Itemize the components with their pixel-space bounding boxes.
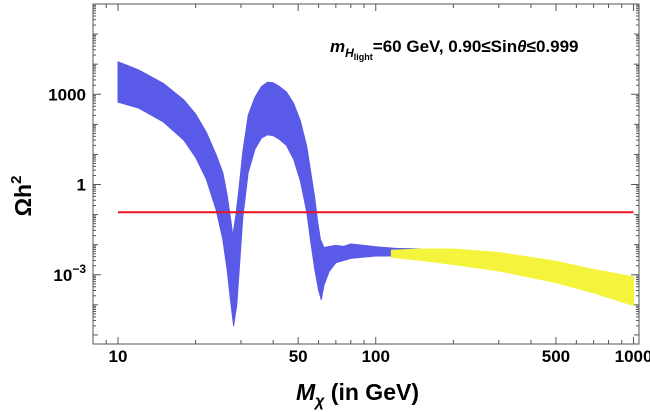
x-axis-subscript: χ (313, 393, 325, 410)
y-tick-label: 10−3 (53, 262, 86, 285)
annotation-mass-subscript: H (345, 46, 354, 60)
y-axis-title: Ωh2 (8, 176, 36, 217)
x-tick-label: 100 (362, 347, 390, 366)
y-tick-label-exponent: −3 (72, 262, 86, 276)
x-axis-units: (in GeV) (324, 379, 419, 405)
annotation-mass-symbol: m (330, 37, 345, 56)
x-tick-label: 500 (542, 347, 570, 366)
series-layer (117, 61, 634, 327)
y-tick-label: 1 (77, 176, 86, 195)
y-axis-exponent: 2 (8, 176, 25, 184)
chart-annotation: mHlight=60 GeV, 0.90≤Sinθ≤0.999 (330, 37, 578, 62)
plot-border (92, 3, 640, 345)
y-axis-ticks: 1000 1 10−3 (48, 4, 639, 336)
annotation-theta-symbol: θ (517, 37, 527, 56)
annotation-mass-subsubscript: light (354, 52, 373, 62)
x-axis-symbol: M (296, 379, 316, 405)
y-axis-omega: Ω (10, 198, 36, 216)
x-axis-ticks: 10 50 100 500 1000 (92, 4, 650, 366)
series-band-yellow (390, 248, 634, 306)
y-tick-label: 1000 (48, 85, 86, 104)
y-tick-label-base: 10 (53, 266, 72, 285)
annotation-range-tail: ≤0.999 (527, 37, 579, 56)
x-tick-label: 1000 (615, 347, 650, 366)
y-axis-h: h (10, 184, 36, 198)
plot-frame (92, 3, 640, 345)
x-tick-label: 50 (289, 347, 308, 366)
x-tick-label: 10 (109, 347, 128, 366)
annotation-mass-value: =60 GeV, 0.90≤Sin (373, 37, 517, 56)
x-axis-title: Mχ (in GeV) (296, 379, 419, 410)
